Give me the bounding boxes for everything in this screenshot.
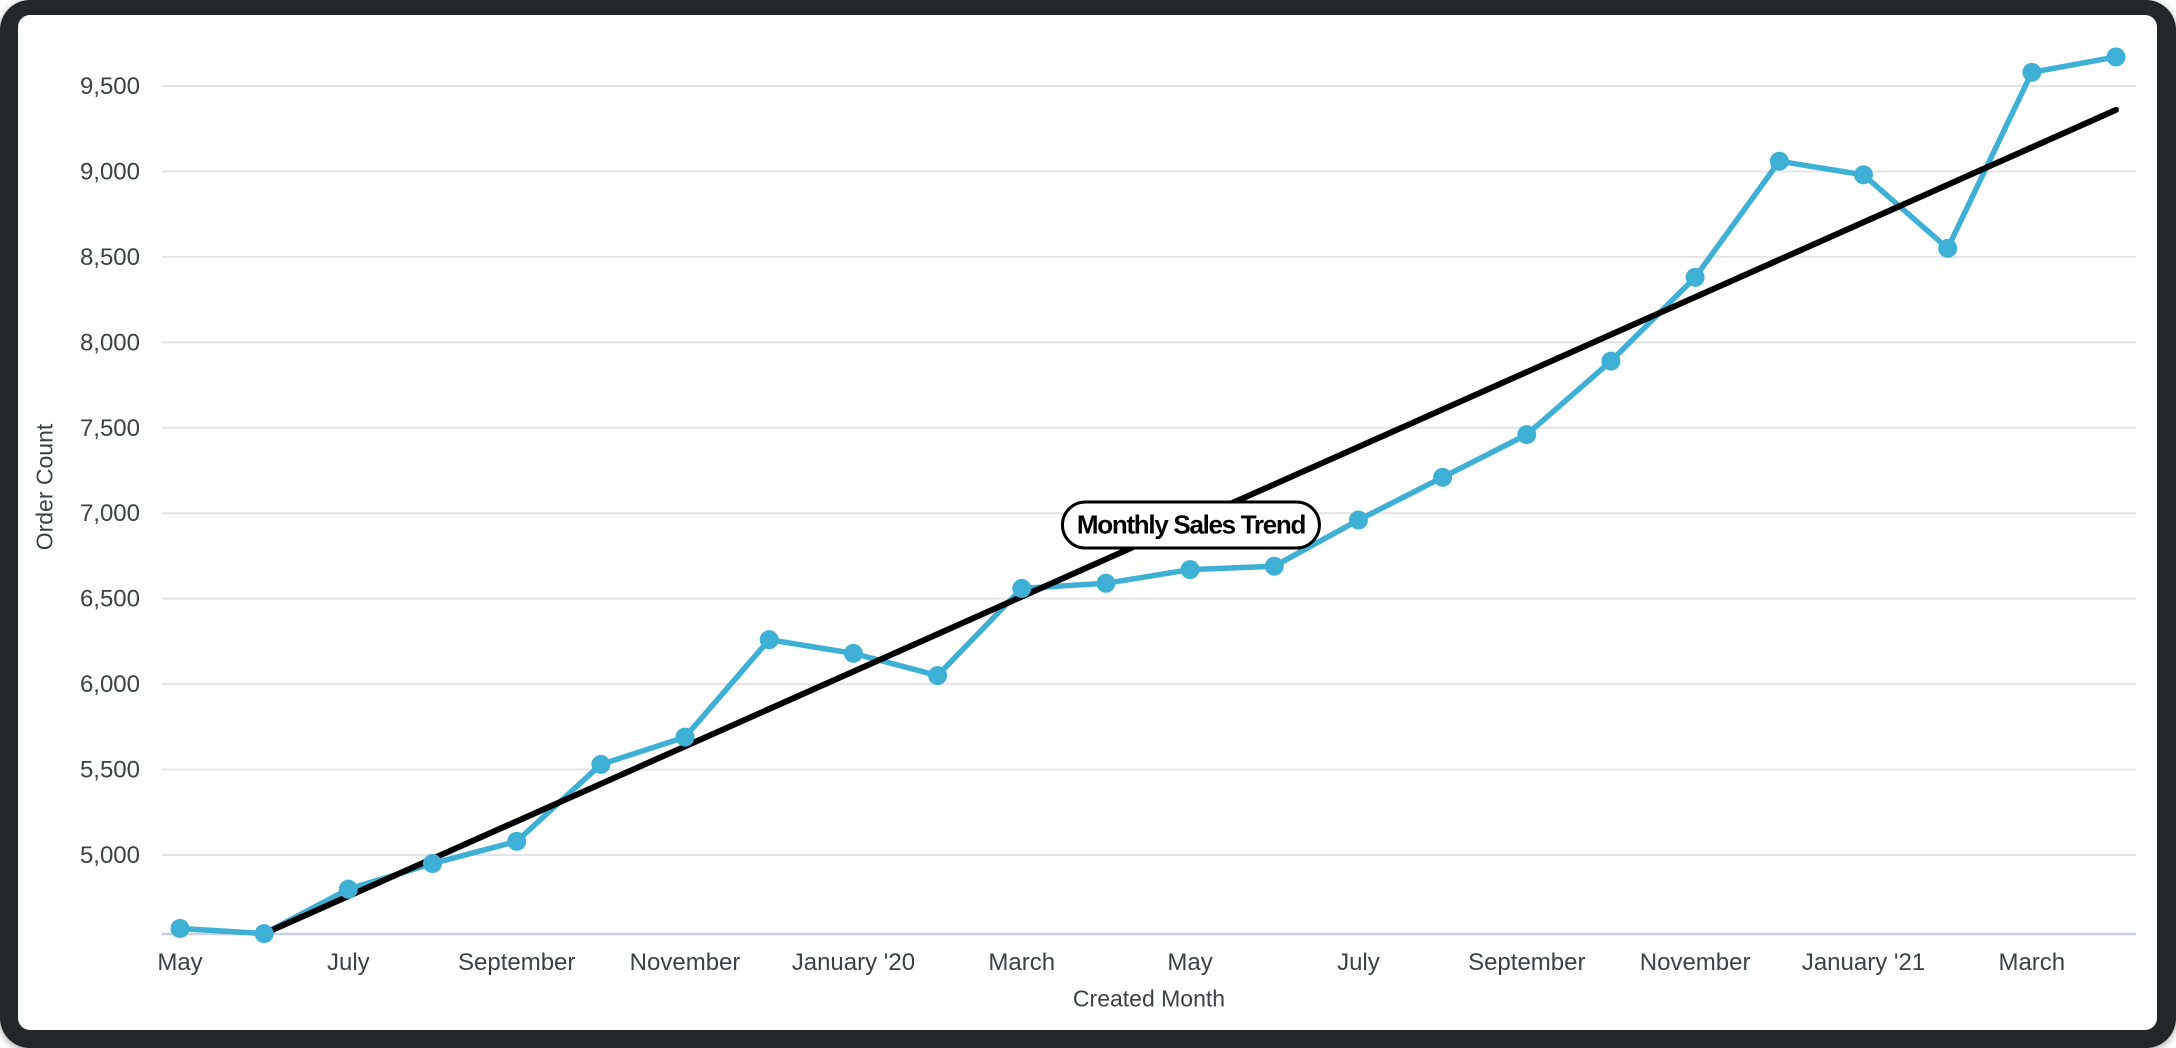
y-tick-label-5-000: 5,000 xyxy=(80,842,140,869)
y-tick-label-7-500: 7,500 xyxy=(80,415,140,442)
x-tick-label-july-14: July xyxy=(1337,949,1380,976)
data-point-may-19[interactable] xyxy=(170,918,190,938)
data-point-september-20[interactable] xyxy=(1517,425,1537,445)
x-tick-label-may-0: May xyxy=(157,949,202,976)
x-tick-label-november-18: November xyxy=(1640,949,1751,976)
data-point-may-20[interactable] xyxy=(1180,560,1200,580)
data-point-april-20[interactable] xyxy=(1096,573,1116,593)
series-line-order-count xyxy=(177,54,2119,937)
x-tick-label-july-2: July xyxy=(327,949,370,976)
x-tick-label-november-6: November xyxy=(630,949,741,976)
x-tick-label-september-4: September xyxy=(458,949,575,976)
y-tick-label-8-500: 8,500 xyxy=(80,244,140,271)
data-point-october-20[interactable] xyxy=(1601,351,1621,371)
data-point-june-19[interactable] xyxy=(254,924,274,944)
x-tick-label-march-22: March xyxy=(1998,949,2065,976)
chart-title-text: Monthly Sales Trend xyxy=(1076,509,1306,540)
chart-title-annotation: Monthly Sales Trend xyxy=(1060,500,1322,550)
data-point-november-20[interactable] xyxy=(1685,267,1705,287)
data-point-december-19[interactable] xyxy=(759,630,779,650)
data-point-august-19[interactable] xyxy=(423,854,443,874)
y-tick-label-6-500: 6,500 xyxy=(80,586,140,613)
data-point-march-21[interactable] xyxy=(2022,62,2042,82)
x-tick-label-march-10: March xyxy=(988,949,1055,976)
x-tick-label-january-20-8: January '20 xyxy=(792,949,915,976)
data-point-november-19[interactable] xyxy=(675,727,695,747)
y-tick-label-9-500: 9,500 xyxy=(80,73,140,100)
data-point-october-19[interactable] xyxy=(591,754,611,774)
y-tick-label-7-000: 7,000 xyxy=(80,500,140,527)
x-tick-label-september-16: September xyxy=(1468,949,1585,976)
data-point-september-19[interactable] xyxy=(507,831,527,851)
data-point-june-20[interactable] xyxy=(1264,556,1284,576)
data-point-august-20[interactable] xyxy=(1433,467,1453,487)
data-point-january-21[interactable] xyxy=(1853,165,1873,185)
y-tick-label-8-000: 8,000 xyxy=(80,329,140,356)
data-point-july-19[interactable] xyxy=(338,879,358,899)
data-point-february-20[interactable] xyxy=(928,666,948,686)
y-tick-label-6-000: 6,000 xyxy=(80,671,140,698)
y-axis-title: Order Count xyxy=(31,423,58,551)
data-point-december-20[interactable] xyxy=(1769,151,1789,171)
x-tick-label-january-21-20: January '21 xyxy=(1802,949,1925,976)
data-point-february-21[interactable] xyxy=(1938,238,1958,258)
y-tick-label-9-000: 9,000 xyxy=(80,158,140,185)
data-point-march-20[interactable] xyxy=(1012,578,1032,598)
y-tick-label-5-500: 5,500 xyxy=(80,757,140,784)
data-point-january-20[interactable] xyxy=(843,643,863,663)
data-point-april-21[interactable] xyxy=(2106,47,2126,67)
x-tick-label-may-12: May xyxy=(1167,949,1212,976)
data-point-july-20[interactable] xyxy=(1348,510,1368,530)
x-axis-title: Created Month xyxy=(1072,985,1226,1012)
